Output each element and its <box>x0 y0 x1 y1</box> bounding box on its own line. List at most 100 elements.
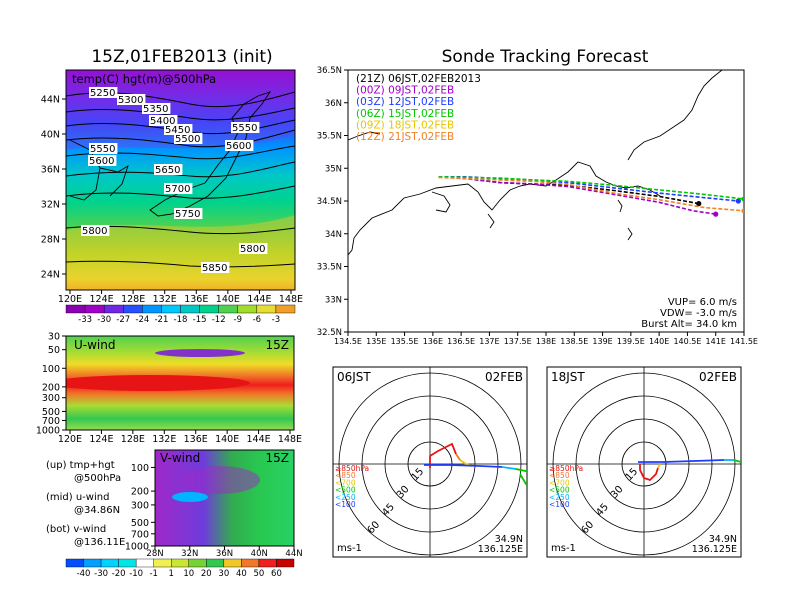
hodograph-lat: 34.9N <box>709 534 737 545</box>
track-x-tick: 136E <box>423 337 443 346</box>
main-map-y-tick: 44N <box>41 95 60 106</box>
track-x-tick: 134.5E <box>334 337 362 346</box>
hodograph-lon: 136.125E <box>478 544 523 555</box>
u-wind-y-tick: 200 <box>42 382 60 393</box>
hodograph-time: 06JST <box>337 370 371 384</box>
temp-colorbar-tick: -30 <box>97 315 111 325</box>
contour-label: 5600 <box>226 141 251 152</box>
v-wind-y-tick: 1000 <box>125 542 149 553</box>
contour-label: 5350 <box>143 104 168 115</box>
contour-label: 5400 <box>150 116 175 127</box>
track-x-tick: 140.5E <box>673 337 701 346</box>
track-map-coastline <box>348 70 723 256</box>
u-wind-x-axis: 120E 124E 128E 132E 136E 140E 144E 148E <box>58 430 302 445</box>
temp-colorbar-tick: -15 <box>193 315 207 325</box>
track-y-tick: 35.5N <box>317 132 342 142</box>
contour-label: 5800 <box>82 226 107 237</box>
contour-label: 5650 <box>155 165 180 176</box>
v-wind-time: 15Z <box>266 451 290 465</box>
v-wind-x-tick: 36N <box>216 549 233 559</box>
track-x-tick: 137.5E <box>504 337 532 346</box>
v-wind-label: V-wind <box>160 451 200 465</box>
hodograph-trace <box>733 459 741 463</box>
track-legend-entry: (00Z) 09JST,02FEB <box>356 85 454 97</box>
temp-colorbar-tick: -3 <box>272 315 280 325</box>
temp-colorbar: -33 -30 -27 -24 -21 -18 -15 -12 -9 -6 -3 <box>65 304 296 325</box>
track-x-tick: 137E <box>479 337 499 346</box>
u-wind-x-tick: 136E <box>184 434 208 445</box>
main-map-title: 15Z,01FEB2013 (init) <box>91 47 272 67</box>
track-lines <box>438 176 744 217</box>
main-map-y-axis: 24N 28N 32N 36N 40N 44N <box>41 95 66 281</box>
u-wind-x-tick: 140E <box>215 434 239 445</box>
hodograph-level-legend: <250 <box>549 493 570 502</box>
main-map-y-tick: 28N <box>41 235 60 246</box>
hodograph-date: 02FEB <box>699 370 737 384</box>
contour-label: 5250 <box>90 88 115 99</box>
hodograph-level-legend: ≥850hPa <box>335 464 369 473</box>
wind-colorbar: -40 -30 -20 -10 -1 1 10 20 30 40 50 60 <box>65 558 295 579</box>
u-wind-y-tick: 500 <box>42 407 60 418</box>
main-map-x-tick: 148E <box>279 294 303 305</box>
wind-colorbar-tick: -1 <box>149 569 157 579</box>
v-wind-x-tick: 32N <box>181 549 198 559</box>
hodograph-lon: 136.125E <box>692 544 737 555</box>
track-y-tick: 33N <box>325 295 342 305</box>
hodograph-level-legend: ≥850hPa <box>549 464 583 473</box>
track-x-tick: 139.5E <box>617 337 645 346</box>
hodograph-lat: 34.9N <box>495 534 523 545</box>
hodograph-level-legend: <700 <box>549 478 570 487</box>
contour-label: 5750 <box>175 209 200 220</box>
u-wind-y-tick: 700 <box>42 416 60 427</box>
u-wind-y-tick: 1000 <box>36 426 60 437</box>
temp-colorbar-tick: -24 <box>135 315 149 325</box>
track-x-tick: 138E <box>536 337 556 346</box>
hodograph-level-legend: <250 <box>335 493 356 502</box>
v-wind-y-tick: 500 <box>131 518 149 529</box>
contour-label: 5550 <box>90 144 115 155</box>
wind-colorbar-tick: -40 <box>77 569 91 579</box>
track-y-tick: 32.5N <box>317 328 342 338</box>
main-map-x-tick: 124E <box>90 294 114 305</box>
wind-colorbar-tick: 1 <box>169 569 174 579</box>
v-wind-y-tick: 700 <box>131 529 149 540</box>
temp-colorbar-tick: -18 <box>174 315 188 325</box>
track-x-tick: 139E <box>592 337 612 346</box>
track-y-tick: 35N <box>325 164 342 174</box>
track-endpoint <box>741 208 744 214</box>
main-map-x-tick: 136E <box>184 294 208 305</box>
main-map-x-tick: 140E <box>216 294 240 305</box>
hodograph-unit: ms-1 <box>337 543 362 554</box>
hodograph-unit: ms-1 <box>551 543 576 554</box>
note-up-2: @500hPa <box>74 473 121 484</box>
u-wind-y-tick: 50 <box>48 345 60 356</box>
track-map-frame <box>347 69 745 333</box>
wind-colorbar-tick: 40 <box>236 569 247 579</box>
v-wind-x-tick: 44N <box>285 549 302 559</box>
track-endpoint <box>696 201 702 207</box>
track-legend-entry: (12Z) 21JST,02FEB <box>356 131 454 143</box>
contour-label: 5800 <box>240 244 265 255</box>
track-legend: (21Z) 06JST,02FEB2013(00Z) 09JST,02FEB(0… <box>356 73 481 143</box>
v-wind-y-tick: 200 <box>131 487 149 498</box>
track-endpoint <box>713 211 719 217</box>
wind-colorbar-tick: 50 <box>254 569 265 579</box>
wind-colorbar-tick: 30 <box>218 569 229 579</box>
track-y-tick: 34N <box>325 230 342 240</box>
note-mid-1: (mid) u-wind <box>46 492 109 503</box>
u-wind-x-tick: 144E <box>247 434 271 445</box>
u-wind-y-tick: 100 <box>42 364 60 375</box>
u-wind-x-tick: 124E <box>89 434 113 445</box>
hodograph-date: 02FEB <box>485 370 523 384</box>
u-wind-label: U-wind <box>74 338 115 352</box>
contour-label: 5500 <box>175 134 200 145</box>
hodograph-level-legend: <700 <box>335 478 356 487</box>
hodograph-trace <box>455 453 461 461</box>
hodograph-trace <box>639 464 659 482</box>
wind-colorbar-tick: 20 <box>201 569 212 579</box>
